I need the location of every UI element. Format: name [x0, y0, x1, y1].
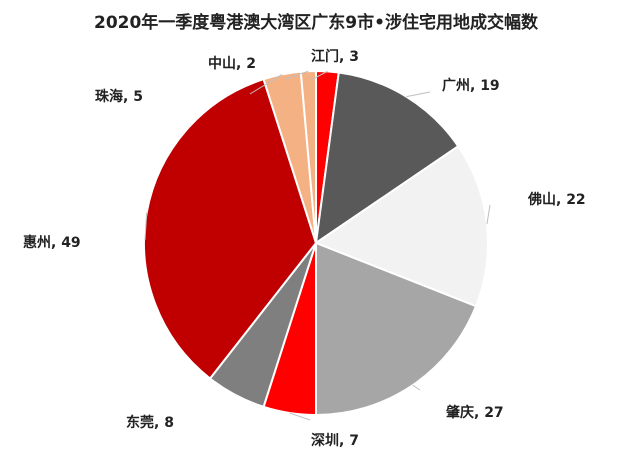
- data-label-3: 佛山, 22: [527, 191, 586, 208]
- chart-title: 2020年一季度粤港澳大湾区广东9市•涉住宅用地成交幅数: [93, 13, 538, 33]
- data-label-6: 东莞, 8: [126, 414, 174, 431]
- data-label-1: 江门, 3: [311, 48, 359, 65]
- leader-line-9: [284, 70, 309, 80]
- leader-line-3: [486, 204, 491, 225]
- leader-line-5: [289, 412, 311, 421]
- leader-line-2: [406, 91, 431, 98]
- pie-slice-4: [315, 241, 478, 417]
- data-label-5: 深圳, 7: [311, 432, 359, 449]
- leader-lines: [144, 70, 491, 421]
- data-label-9: 中山, 2: [208, 55, 256, 72]
- data-label-8: 珠海, 5: [95, 88, 143, 105]
- leader-line-7: [144, 212, 148, 241]
- data-label-4: 肇庆, 27: [446, 404, 504, 421]
- leader-line-8: [249, 73, 283, 95]
- pie-slices: [143, 69, 489, 417]
- pie-slice-3: [313, 144, 489, 308]
- pie-slice-9: [299, 69, 317, 244]
- data-labels: 江门, 3 广州, 19 佛山, 22 肇庆, 27 深圳, 7 东莞, 8 惠州, 49 珠…: [23, 48, 586, 449]
- data-label-7: 惠州, 49: [23, 234, 81, 251]
- leader-line-4: [412, 384, 421, 391]
- data-label-2: 广州, 19: [442, 77, 500, 94]
- leader-line-1: [310, 70, 328, 81]
